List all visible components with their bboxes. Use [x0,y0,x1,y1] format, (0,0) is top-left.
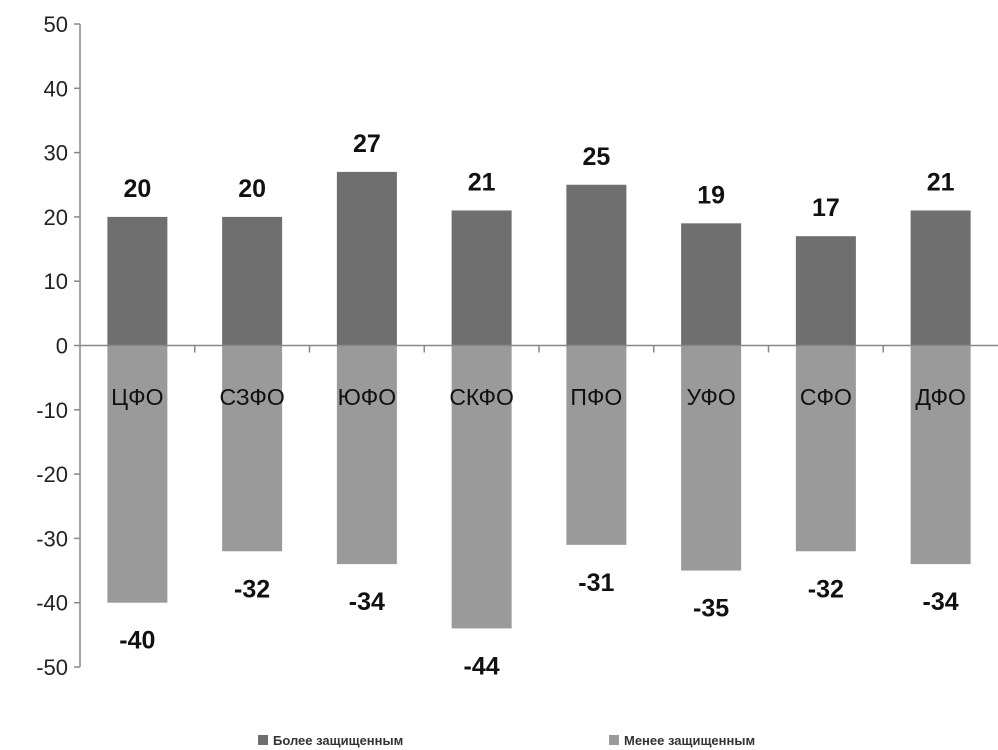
bar-less-protected-5 [681,345,742,571]
category-label-4: ПФО [570,384,622,410]
bar-more-protected-0 [107,216,168,346]
legend-label-less-protected: Менее защищенным [624,732,756,748]
bar-more-protected-4 [566,184,627,346]
legend-label-more-protected: Более защищенным [273,732,404,748]
y-tick-label-6: -10 [36,398,68,423]
category-label-7: ДФО [915,384,965,410]
y-tick-label-1: 40 [44,76,68,101]
y-tick-label-0: 50 [44,12,68,37]
data-label-less-protected-6: -32 [808,575,844,603]
data-label-less-protected-2: -34 [349,588,385,616]
bar-less-protected-3 [451,345,512,629]
bar-less-protected-6 [795,345,856,552]
data-label-more-protected-3: 21 [468,168,496,196]
data-label-less-protected-3: -44 [464,652,500,680]
category-label-3: СКФО [449,384,514,410]
legend-item-more-protected: Более защищенным [258,731,403,749]
data-label-less-protected-0: -40 [119,627,155,655]
y-tick-label-8: -30 [36,526,68,551]
bar-more-protected-2 [336,171,397,346]
data-label-more-protected-4: 25 [582,143,610,171]
bar-less-protected-4 [566,345,627,545]
bar-more-protected-3 [451,210,512,346]
legend-swatch-less-protected [609,735,619,745]
data-label-less-protected-5: -35 [693,595,729,623]
data-label-more-protected-0: 20 [123,175,151,203]
category-label-2: ЮФО [338,384,397,410]
data-label-more-protected-5: 19 [697,181,725,209]
data-label-more-protected-6: 17 [812,194,840,222]
data-label-more-protected-2: 27 [353,130,381,158]
category-label-6: СФО [800,384,852,410]
y-tick-label-3: 20 [44,205,68,230]
bar-more-protected-5 [681,223,742,346]
bar-less-protected-2 [336,345,397,565]
bar-less-protected-7 [910,345,971,565]
legend-item-less-protected: Менее защищенным [609,731,755,749]
bar-more-protected-6 [795,236,856,346]
data-label-less-protected-4: -31 [578,569,614,597]
legend-swatch-more-protected [258,735,268,745]
category-label-5: УФО [687,384,736,410]
bar-less-protected-0 [107,345,168,603]
category-label-1: СЗФО [219,384,284,410]
y-tick-label-2: 30 [44,141,68,166]
category-label-0: ЦФО [111,384,163,410]
y-tick-label-10: -50 [36,655,68,680]
bar-more-protected-7 [910,210,971,346]
y-tick-label-4: 10 [44,269,68,294]
data-label-more-protected-7: 21 [927,168,955,196]
data-label-more-protected-1: 20 [238,175,266,203]
bar-more-protected-1 [222,216,283,346]
bar-less-protected-1 [222,345,283,552]
y-tick-label-9: -40 [36,591,68,616]
y-tick-label-7: -20 [36,462,68,487]
data-label-less-protected-7: -34 [923,588,959,616]
y-tick-label-5: 0 [56,334,68,359]
data-label-less-protected-1: -32 [234,575,270,603]
